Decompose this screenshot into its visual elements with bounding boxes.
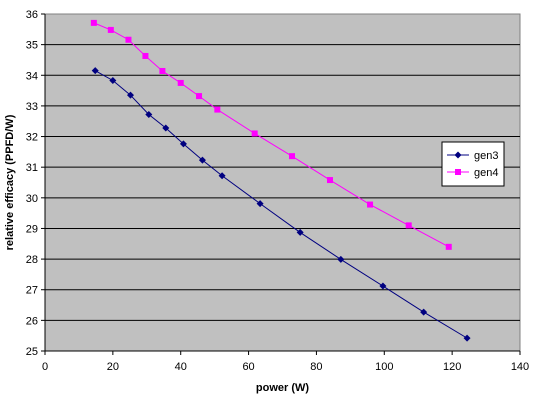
y-tick-label: 28 [26, 254, 38, 266]
y-tick-label: 31 [26, 162, 38, 174]
data-point-gen4 [196, 93, 203, 100]
y-tick-label: 33 [26, 101, 38, 113]
data-point-gen4 [251, 130, 258, 137]
y-tick-label: 25 [26, 346, 38, 358]
data-point-gen3 [296, 228, 304, 236]
data-point-gen4 [445, 243, 452, 250]
data-point-gen4 [367, 201, 374, 208]
data-point-gen3 [256, 200, 264, 208]
plot-area [44, 13, 521, 352]
y-tick-label: 32 [26, 132, 38, 144]
data-point-gen3 [337, 255, 345, 263]
x-tick-label: 40 [175, 361, 187, 373]
data-point-gen3 [198, 156, 206, 164]
data-point-gen4 [327, 177, 333, 184]
data-point-gen3 [145, 110, 153, 118]
y-tick-label: 30 [26, 193, 38, 205]
x-tick-label: 20 [107, 361, 119, 373]
data-point-gen3 [420, 308, 428, 316]
series-line-gen3 [94, 70, 468, 339]
y-tick-label: 26 [26, 315, 38, 327]
legend-label-gen3: gen3 [474, 150, 498, 162]
legend-marker-gen3 [454, 151, 462, 159]
x-tick-label: 100 [375, 361, 393, 373]
x-tick-label: 60 [242, 361, 254, 373]
data-point-gen3 [91, 67, 99, 75]
x-tick-label: 140 [511, 361, 529, 373]
data-point-gen4 [90, 19, 97, 26]
y-tick-label: 36 [26, 9, 38, 21]
x-tick-label: 80 [310, 361, 322, 373]
data-point-gen4 [159, 67, 166, 74]
data-point-gen4 [214, 106, 221, 113]
series-gen4 [90, 19, 452, 250]
x-tick-label: 0 [42, 361, 48, 373]
data-point-gen3 [463, 334, 471, 342]
data-point-gen4 [289, 153, 295, 160]
data-point-gen3 [379, 282, 387, 290]
y-tick-label: 34 [26, 70, 38, 82]
data-point-gen4 [142, 52, 149, 59]
data-point-gen4 [107, 26, 114, 33]
y-tick-label: 27 [26, 285, 38, 297]
y-axis-title: relative efficacy (PPFD/W) [4, 114, 16, 250]
legend-marker-gen4 [455, 169, 461, 175]
data-point-gen3 [127, 91, 134, 99]
legend-box [441, 141, 505, 187]
data-point-gen4 [177, 79, 184, 86]
data-point-gen3 [179, 140, 187, 148]
data-point-gen4 [125, 36, 132, 43]
data-point-gen3 [109, 76, 117, 84]
y-tick-label: 35 [26, 40, 38, 52]
y-tick-label: 29 [26, 223, 38, 235]
x-tick-label: 120 [443, 361, 461, 373]
data-point-gen3 [218, 172, 226, 180]
x-axis-title: power (W) [256, 382, 309, 394]
legend-label-gen4: gen4 [474, 167, 498, 179]
series-gen3 [91, 67, 471, 342]
data-point-gen4 [405, 222, 412, 229]
data-point-gen3 [162, 124, 170, 132]
